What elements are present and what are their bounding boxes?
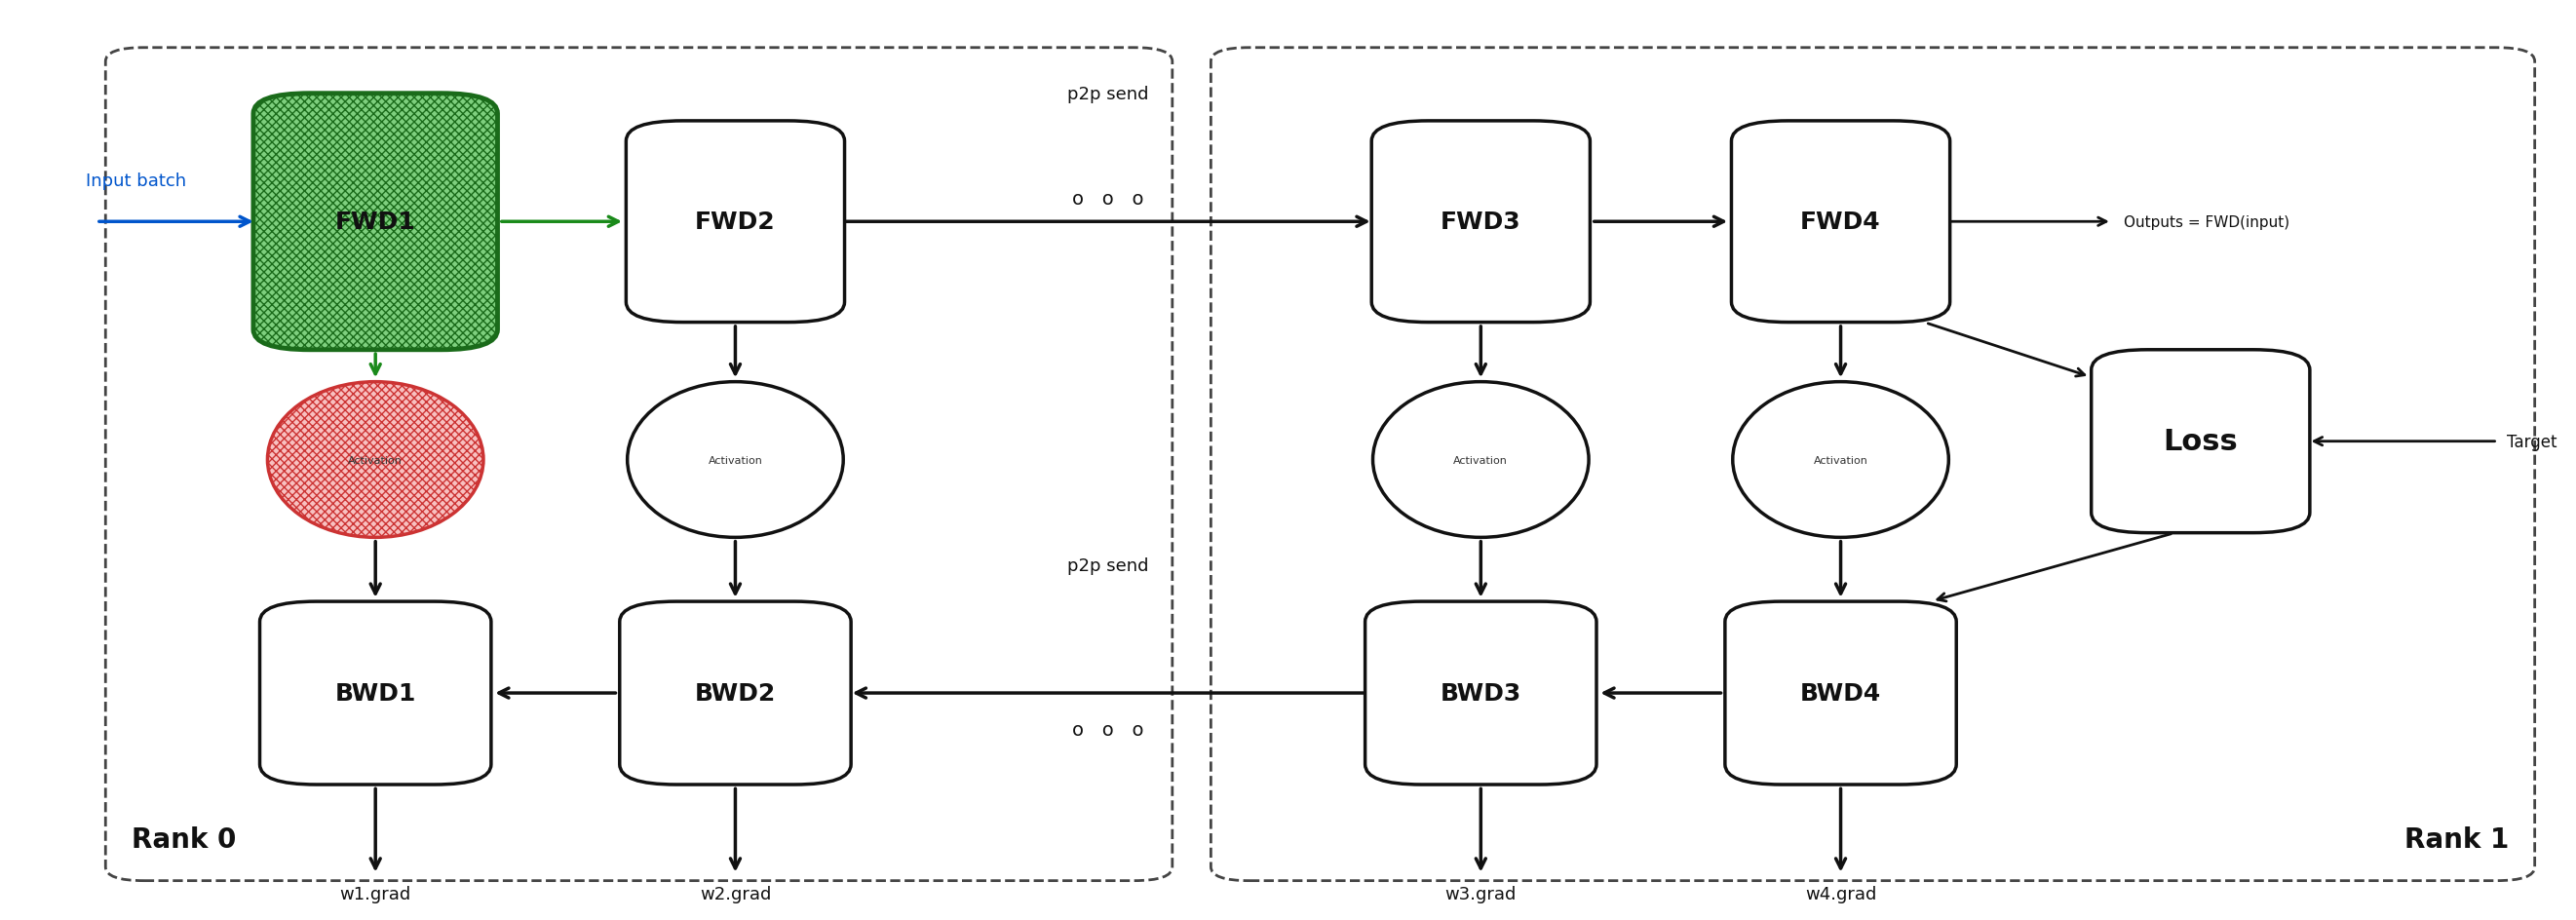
- Text: Outputs = FWD(input): Outputs = FWD(input): [2123, 215, 2290, 229]
- Text: Target: Target: [2506, 433, 2555, 451]
- Text: Input batch: Input batch: [85, 173, 188, 190]
- FancyBboxPatch shape: [1731, 121, 1950, 323]
- Ellipse shape: [1373, 382, 1589, 538]
- Text: Activation: Activation: [708, 455, 762, 465]
- Ellipse shape: [629, 382, 842, 538]
- Text: BWD2: BWD2: [696, 682, 775, 705]
- Text: w2.grad: w2.grad: [701, 885, 770, 903]
- Text: Activation: Activation: [1453, 455, 1507, 465]
- Ellipse shape: [1734, 382, 1947, 538]
- Text: w1.grad: w1.grad: [340, 885, 412, 903]
- Text: BWD1: BWD1: [335, 682, 417, 705]
- Text: w3.grad: w3.grad: [1445, 885, 1517, 903]
- Text: w4.grad: w4.grad: [1806, 885, 1875, 903]
- FancyBboxPatch shape: [260, 602, 492, 785]
- Text: FWD3: FWD3: [1440, 211, 1520, 234]
- Ellipse shape: [268, 382, 484, 538]
- Text: p2p send: p2p send: [1066, 86, 1149, 103]
- FancyBboxPatch shape: [1370, 121, 1589, 323]
- Text: o   o   o: o o o: [1072, 720, 1144, 739]
- FancyBboxPatch shape: [621, 602, 850, 785]
- FancyBboxPatch shape: [1726, 602, 1955, 785]
- Text: FWD1: FWD1: [335, 211, 415, 234]
- Text: Activation: Activation: [1814, 455, 1868, 465]
- Text: Rank 0: Rank 0: [131, 826, 237, 853]
- FancyBboxPatch shape: [2092, 351, 2311, 534]
- Text: FWD2: FWD2: [696, 211, 775, 234]
- Text: o   o   o: o o o: [1072, 190, 1144, 209]
- Text: Activation: Activation: [348, 455, 402, 465]
- Text: BWD4: BWD4: [1801, 682, 1880, 705]
- Text: Rank 1: Rank 1: [2403, 826, 2509, 853]
- FancyBboxPatch shape: [252, 94, 497, 351]
- FancyBboxPatch shape: [626, 121, 845, 323]
- FancyBboxPatch shape: [1365, 602, 1597, 785]
- Text: BWD3: BWD3: [1440, 682, 1522, 705]
- Text: Loss: Loss: [2164, 428, 2239, 455]
- Text: p2p send: p2p send: [1066, 557, 1149, 574]
- Text: FWD4: FWD4: [1801, 211, 1880, 234]
